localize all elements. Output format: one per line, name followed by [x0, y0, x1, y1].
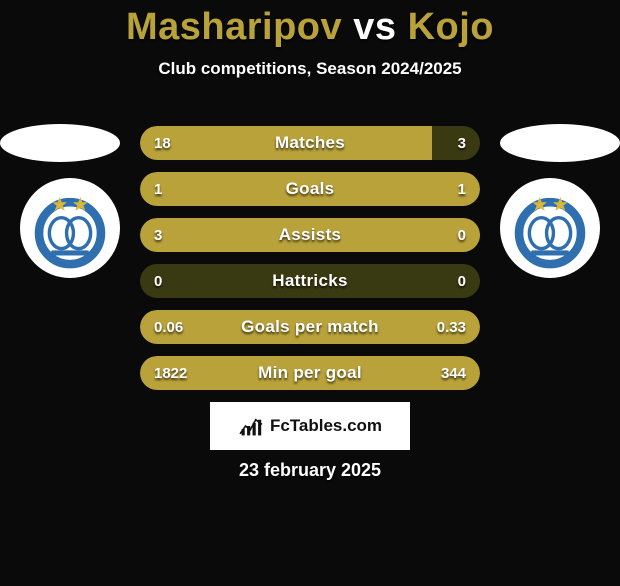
stat-right-value: 3	[444, 126, 480, 160]
stat-right-value: 1	[444, 172, 480, 206]
stats-bars-container: Matches183Goals11Assists30Hattricks00Goa…	[140, 126, 480, 390]
esteghlal-badge-icon	[27, 185, 113, 271]
stat-label: Matches	[140, 126, 480, 160]
stat-left-value: 3	[140, 218, 176, 252]
stat-label: Assists	[140, 218, 480, 252]
brand-text: FcTables.com	[270, 416, 382, 436]
stat-left-value: 0	[140, 264, 176, 298]
stat-row: Assists3 0	[140, 218, 480, 252]
stat-left-value: 1	[140, 172, 176, 206]
stat-row: Hattricks0 0	[140, 264, 480, 298]
player2-flag-placeholder	[500, 124, 620, 162]
stat-left-value: 18	[140, 126, 185, 160]
stat-row: Goals per match0.060.33	[140, 310, 480, 344]
player1-club-badge	[20, 178, 120, 278]
stat-left-value: 1822	[140, 356, 201, 390]
stat-right-value: 344	[427, 356, 480, 390]
generated-date: 23 february 2025	[0, 460, 620, 481]
stat-right-value: 0.33	[423, 310, 480, 344]
stat-left-value: 0.06	[140, 310, 197, 344]
bar-chart-icon	[238, 415, 264, 437]
stat-label: Hattricks	[140, 264, 480, 298]
stat-row: Matches18 3	[140, 126, 480, 160]
player2-club-badge	[500, 178, 600, 278]
esteghlal-badge-icon	[507, 185, 593, 271]
stat-right-value: 0	[444, 218, 480, 252]
vs-text: vs	[353, 6, 396, 48]
player2-name: Kojo	[408, 6, 494, 48]
stat-row: Goals1 1	[140, 172, 480, 206]
comparison-title: Masharipov vs Kojo	[0, 6, 620, 49]
player1-name: Masharipov	[126, 6, 342, 48]
fctables-brand[interactable]: FcTables.com	[210, 402, 410, 450]
subtitle: Club competitions, Season 2024/2025	[0, 59, 620, 79]
stat-label: Goals	[140, 172, 480, 206]
stat-right-value: 0	[444, 264, 480, 298]
player1-flag-placeholder	[0, 124, 120, 162]
stat-row: Min per goal1822344	[140, 356, 480, 390]
